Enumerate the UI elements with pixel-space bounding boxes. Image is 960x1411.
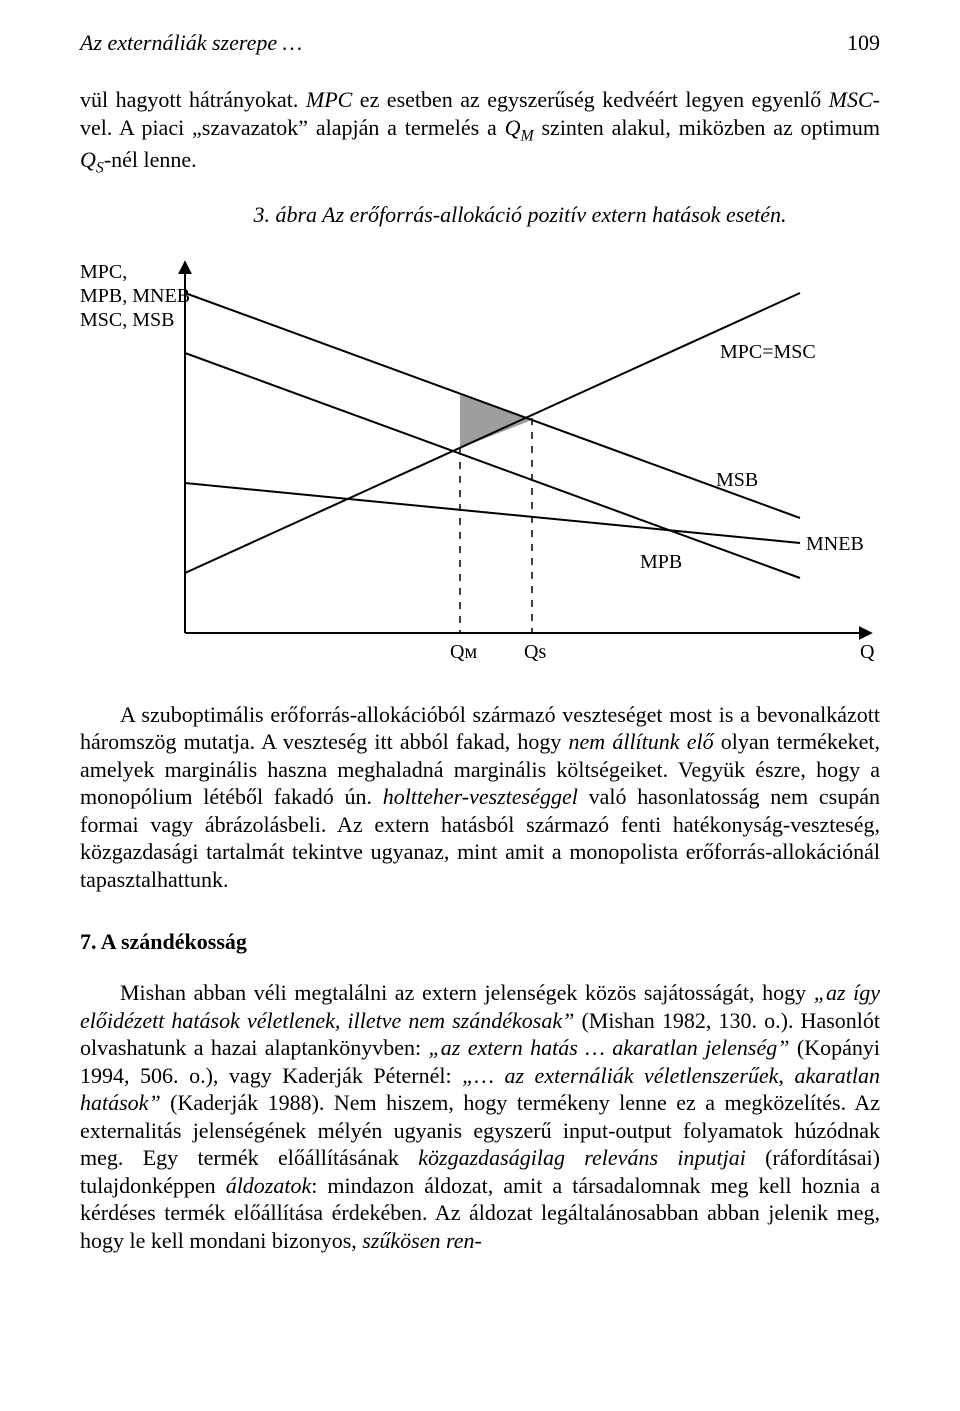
running-head: Az externáliák szerepe … 109 — [80, 30, 880, 56]
text-run: vül hagyott hátrányokat. — [80, 87, 306, 112]
text-italic: MPC — [306, 87, 352, 112]
svg-text:MSC, MSB: MSC, MSB — [80, 309, 175, 331]
economics-diagram: MPC=MSC MSB MPB MNEB Qᴍ Qs Q MPC,MPB, MNEBMSC, … — [80, 238, 880, 668]
svg-text:Q: Q — [860, 641, 875, 663]
paragraph-3: Mishan abban véli megtalálni az extern j… — [80, 979, 880, 1254]
svg-text:MPC=MSC: MPC=MSC — [720, 341, 816, 363]
text-run: Mishan abban véli megtalálni az extern j… — [120, 980, 814, 1005]
svg-text:MSB: MSB — [716, 469, 758, 491]
svg-text:MPC,: MPC, — [80, 261, 127, 283]
section-heading-7: 7. A szándékosság — [80, 929, 880, 955]
svg-text:Qᴍ: Qᴍ — [450, 641, 477, 663]
text-italic: QS — [80, 147, 104, 172]
text-italic: QM — [505, 115, 534, 140]
svg-text:Qs: Qs — [524, 641, 546, 663]
text-run: szinten alakul, miközben az optimum — [534, 115, 880, 140]
svg-text:MPB: MPB — [640, 551, 682, 573]
text-italic: MSC — [829, 87, 873, 112]
svg-text:MPB, MNEB: MPB, MNEB — [80, 285, 190, 307]
text-italic: nem állítunk elő — [569, 729, 714, 754]
text-italic: szűkösen ren- — [362, 1228, 482, 1253]
figure-3: MPC=MSC MSB MPB MNEB Qᴍ Qs Q MPC,MPB, MNEBMSC, … — [80, 238, 880, 673]
text-italic: áldozatok — [226, 1173, 312, 1198]
page-number: 109 — [847, 30, 880, 56]
text-run: -nél lenne. — [104, 147, 197, 172]
text-italic: „az extern hatás … akaratlan jelenség” — [429, 1035, 790, 1060]
text-italic: holtteher-veszteséggel — [383, 784, 578, 809]
running-head-title: Az externáliák szerepe … — [80, 30, 302, 56]
paragraph-1: vül hagyott hátrányokat. MPC ez esetben … — [80, 86, 880, 178]
paragraph-2: A szuboptimális erőforrás-allokációból s… — [80, 701, 880, 894]
svg-text:MNEB: MNEB — [806, 533, 864, 555]
figure-caption: 3. ábra Az erőforrás-allokáció pozitív e… — [160, 202, 880, 228]
text-italic: közgazdaságilag releváns inputjai — [418, 1145, 746, 1170]
text-run: ez esetben az egyszerűség kedvéért legye… — [352, 87, 828, 112]
